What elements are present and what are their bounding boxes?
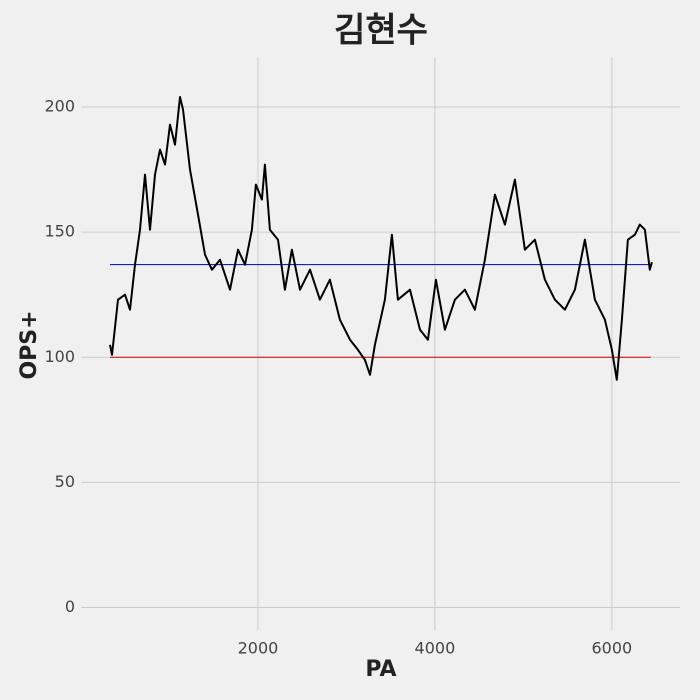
x-axis-label: PA (365, 657, 396, 682)
y-tick-label: 50 (55, 472, 75, 491)
y-tick-label: 200 (44, 97, 75, 116)
x-tick-label: 2000 (238, 639, 279, 658)
y-tick-label: 150 (44, 222, 75, 241)
y-tick-label: 100 (44, 347, 75, 366)
chart-title: 김현수 (334, 11, 428, 51)
data-line (109, 96, 653, 381)
y-axis-label: OPS+ (17, 310, 42, 379)
x-tick-label: 6000 (592, 639, 633, 658)
x-tick-label: 4000 (415, 639, 456, 658)
y-tick-label: 0 (65, 597, 75, 616)
